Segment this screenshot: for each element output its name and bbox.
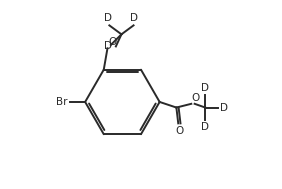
Text: D: D (201, 122, 209, 132)
Text: D: D (220, 103, 228, 112)
Text: D: D (104, 41, 113, 51)
Text: O: O (175, 126, 183, 136)
Text: D: D (104, 13, 113, 23)
Text: D: D (201, 83, 209, 93)
Text: O: O (108, 37, 117, 47)
Text: O: O (192, 93, 200, 103)
Text: Br: Br (56, 97, 67, 107)
Text: D: D (131, 13, 138, 23)
